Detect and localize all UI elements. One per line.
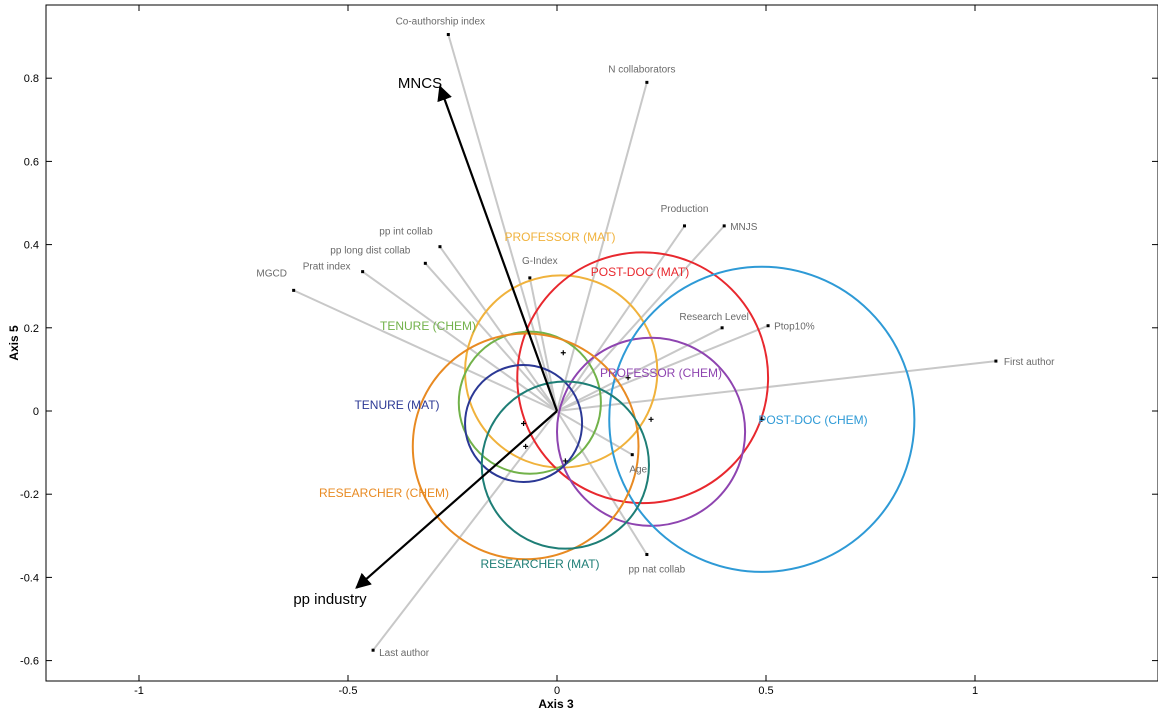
variable-point-pp-nat-collab [645,553,649,557]
x-tick-label: 0.5 [758,685,773,697]
variable-line-production [556,225,686,412]
variable-line-co-authorship-index [447,34,558,412]
variable-line-ptop10 [556,324,769,412]
y-tick-label: 0.8 [24,73,39,85]
variable-label-first-author: First author [1004,357,1055,368]
group-circle-researcher-mat [480,380,650,550]
variable-label-pp-nat-collab: pp nat collab [629,565,686,576]
group-center-marker [560,350,566,356]
variable-point-last-author [371,648,375,652]
variable-line-research-level [556,326,723,412]
y-tick-label: 0 [33,406,39,418]
supplementary-arrows-layer [355,85,559,589]
group-center-marker [759,416,765,422]
y-tick-label: 0.2 [24,323,39,335]
variable-label-co-authorship-index: Co-authorship index [396,17,486,28]
group-circles-layer [411,251,916,573]
group-label-post-doc-chem: POST-DOC (CHEM) [758,413,867,427]
group-center-marker [523,443,529,449]
labels-layer: Co-authorship index N collaborators Produc… [256,17,1055,660]
arrow-mncs [437,85,559,412]
variable-label-pratt-index: Pratt index [303,262,351,273]
variable-label-last-author: Last author [379,648,430,659]
x-tick-label: -1 [134,685,144,697]
plot-frame [45,4,1158,682]
group-center-marker [648,416,654,422]
variable-line-pp-nat-collab [556,410,648,556]
group-center-marker [625,375,631,381]
variable-point-co-authorship-index [446,33,450,37]
variable-point-age [630,453,634,457]
arrow-pp-industry [355,410,558,589]
variable-point-pratt-index [361,270,365,274]
x-tick-label: 1 [972,685,978,697]
group-circle-post-doc-mat [516,251,770,505]
variable-label-g-index: G-Index [522,256,558,267]
variable-point-research-level [720,326,724,330]
group-label-post-doc-mat: POST-DOC (MAT) [591,265,689,279]
arrow-label-pp-industry: pp industry [293,591,367,608]
variable-line-mgcd [293,289,558,412]
group-center-marker [562,458,568,464]
variable-point-pp-long-dist-collab [423,261,427,265]
group-circle-researcher-chem [411,332,640,561]
y-tick-label: 0.4 [24,240,39,252]
variable-line-n-collaborators [556,82,648,412]
group-circle-post-doc-chem [608,265,916,573]
variable-label-production: Production [661,204,709,215]
arrow-label-mncs: MNCS [398,75,442,92]
group-circle-tenure-chem [457,330,602,475]
group-label-professor-mat: PROFESSOR (MAT) [504,230,615,244]
variable-label-mgcd: MGCD [256,268,287,279]
x-tick-label: -0.5 [339,685,358,697]
variable-label-n-collaborators: N collaborators [608,64,675,75]
variable-line-g-index [528,277,558,412]
y-tick-label: -0.4 [20,572,39,584]
variable-label-ptop10: Ptop10% [774,322,815,333]
group-label-researcher-chem: RESEARCHER (CHEM) [319,486,449,500]
variable-point-pp-int-collab [438,245,442,249]
y-tick-label: -0.2 [20,489,39,501]
variable-point-first-author [994,359,998,363]
variable-line-pratt-index [362,270,558,412]
variable-point-mnjs [722,224,726,228]
variable-label-pp-int-collab: pp int collab [379,227,433,238]
group-label-tenure-mat: TENURE (MAT) [354,398,439,412]
y-tick-label: -0.6 [20,656,39,668]
variable-line-pp-long-dist-collab [424,262,558,412]
group-label-tenure-chem: TENURE (CHEM) [380,319,476,333]
variable-line-pp-int-collab [439,246,558,412]
variable-point-n-collaborators [645,80,649,84]
axis-ticks-layer: -1 -0.5 0 0.5 1 -0.6 -0.4 -0.2 0 0.2 0.4 0.6 0.8 [20,5,1158,697]
group-label-professor-chem: PROFESSOR (CHEM) [600,366,722,380]
x-tick-label: 0 [554,685,560,697]
y-tick-label: 0.6 [24,156,39,168]
group-circle-tenure-mat [464,363,584,484]
variable-point-ptop10 [766,324,770,328]
x-axis-title: Axis 3 [538,697,574,711]
variable-label-mnjs: MNJS [730,222,758,233]
variable-label-age: Age [629,465,647,476]
variable-point-g-index [528,276,532,280]
variable-label-research-level: Research Level [679,312,748,323]
variable-line-last-author [372,410,558,651]
variable-lines-layer [292,33,998,652]
group-label-researcher-mat: RESEARCHER (MAT) [480,557,599,571]
variable-point-mgcd [292,288,296,292]
group-circle-professor-chem [556,336,747,527]
variable-point-production [682,224,686,228]
group-center-marker [521,420,527,426]
y-axis-title: Axis 5 [7,325,21,361]
variable-label-pp-long-dist-collab: pp long dist collab [330,245,410,256]
